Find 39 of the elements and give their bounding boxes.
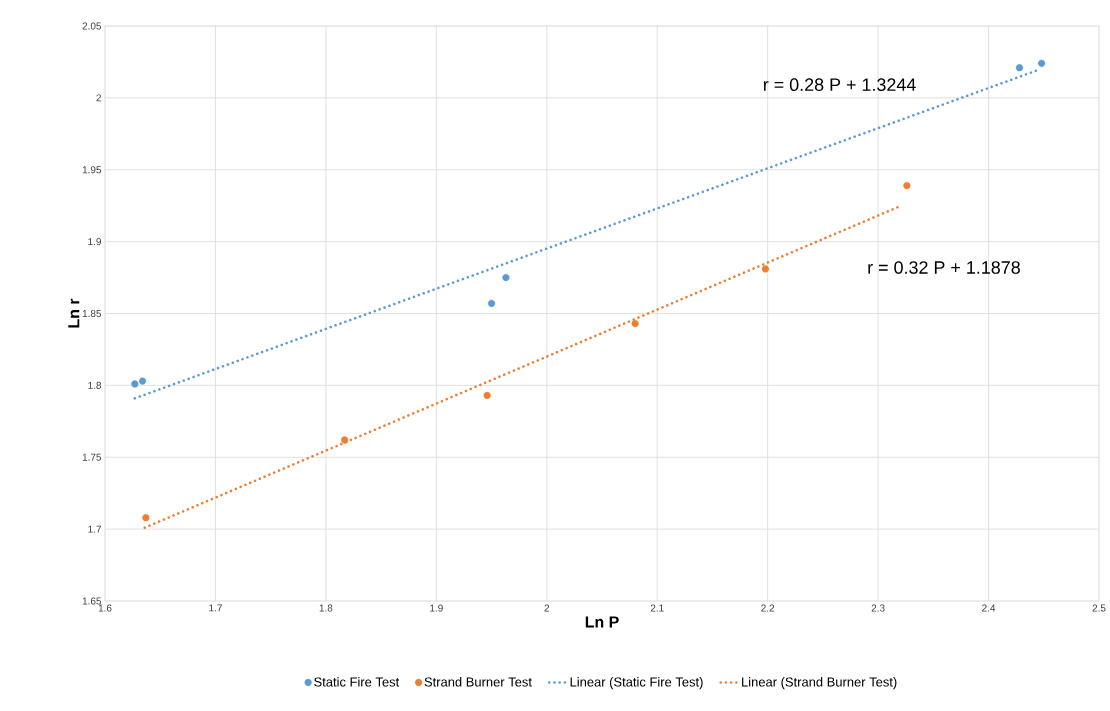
y-axis-title: Ln r xyxy=(68,298,80,328)
x-tick-label: 2 xyxy=(544,604,550,612)
legend-label: Linear (Static Fire Test) xyxy=(570,677,703,690)
point xyxy=(903,181,911,190)
y-tick-label: 1.8 xyxy=(88,381,102,389)
point xyxy=(1015,64,1024,72)
x-tick-label: 2.1 xyxy=(650,604,664,612)
y-tick-label: 1.65 xyxy=(82,597,102,605)
legend-label: Strand Burner Test xyxy=(424,677,532,687)
y-tick-label: 1.9 xyxy=(88,238,102,246)
x-tick-label: 2.4 xyxy=(982,604,996,612)
point xyxy=(483,391,491,400)
annotation: r = 0.28 P + 1.3244 xyxy=(763,78,916,91)
x-tick-label: 1.7 xyxy=(209,604,222,612)
x-tick-label: 2.5 xyxy=(1092,604,1106,612)
x-tick-label: 2.3 xyxy=(871,604,885,612)
y-tick-label: 1.7 xyxy=(88,525,101,533)
x-axis-title: Ln P xyxy=(585,616,619,628)
annotation: r = 0.32 P + 1.1878 xyxy=(868,261,1020,274)
x-tick-label: 1.9 xyxy=(430,604,443,612)
y-tick-label: 2 xyxy=(96,94,101,102)
point xyxy=(138,377,147,385)
legend-label: Linear (Strand Burner Test) xyxy=(742,677,897,690)
point xyxy=(487,299,496,308)
y-tick-label: 1.75 xyxy=(82,453,102,461)
point xyxy=(131,380,139,388)
x-tick-label: 1.6 xyxy=(98,604,112,612)
point xyxy=(341,436,349,444)
x-tick-label: 2.2 xyxy=(761,604,775,612)
x-tick-label: 1.8 xyxy=(319,604,333,612)
y-tick-label: 2.05 xyxy=(82,22,102,30)
point xyxy=(142,514,150,522)
point xyxy=(761,265,770,273)
point xyxy=(1037,59,1046,67)
y-tick-label: 1.95 xyxy=(82,166,102,174)
point xyxy=(631,319,639,328)
y-tick-label: 1.85 xyxy=(82,309,102,318)
legend-label: Static Fire Test xyxy=(314,677,400,687)
point xyxy=(502,273,510,282)
